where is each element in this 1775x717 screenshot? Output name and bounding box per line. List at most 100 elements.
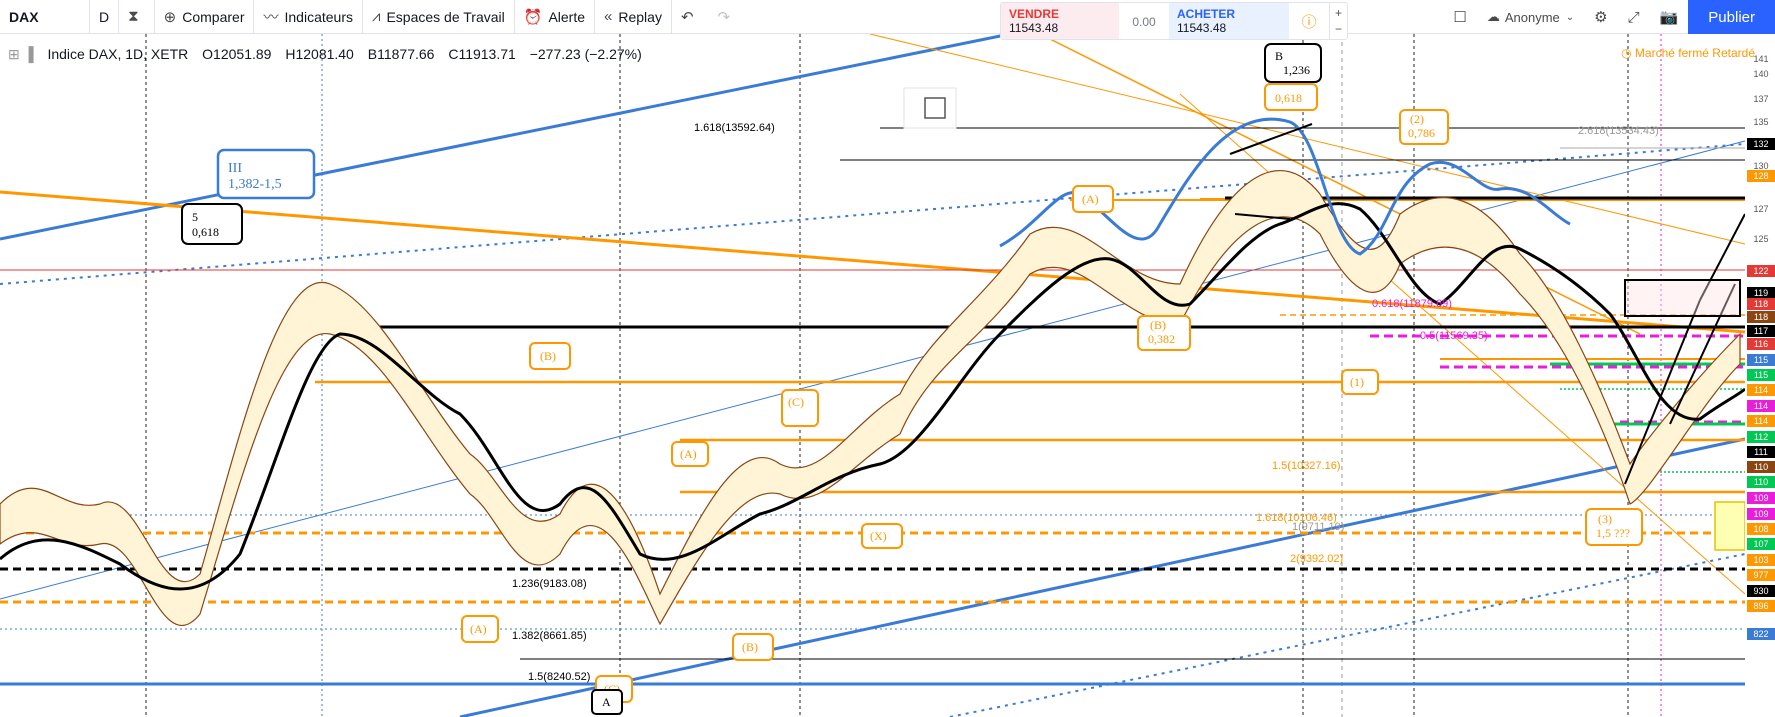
wave-iii-ratio: 1,382-1,5 xyxy=(228,177,282,192)
publish-label: Publier xyxy=(1708,8,1755,26)
price-tag: 896 xyxy=(1747,600,1775,612)
wave-iii-label: III xyxy=(228,161,242,176)
b-top-ratio: 1,236 xyxy=(1283,63,1310,77)
wave-5-box: 5 0,618 xyxy=(181,203,243,245)
wave-2-ratio: 0,786 xyxy=(1408,126,1435,140)
market-status: ◷ Marché fermé Retardé xyxy=(1621,46,1755,60)
square-icon[interactable]: ☐ xyxy=(1453,9,1467,26)
legend-open: O12051.89 xyxy=(202,46,272,62)
minus-icon[interactable]: − xyxy=(1334,22,1342,36)
wave-a-left: (A) xyxy=(470,622,487,636)
fib-15b: 1.5(8240.52) xyxy=(528,671,590,683)
price-tag: 110 xyxy=(1747,476,1775,488)
fib-15: 1.5(10327.16) xyxy=(1272,460,1341,472)
fib-1618: 1.618(10106.46) xyxy=(1256,512,1337,524)
price-tag: 109 xyxy=(1747,508,1775,520)
price-tag: 141 xyxy=(1753,54,1769,64)
redo-button[interactable]: ↷ xyxy=(709,0,746,34)
wave-a-bottom-box: A xyxy=(591,689,623,715)
account-name: Anonyme xyxy=(1504,9,1560,25)
orange-levels xyxy=(0,34,1746,604)
wave-a-top: (A) xyxy=(1082,192,1099,206)
fib-1: 1(9711.19) xyxy=(1292,521,1344,533)
price-tag: 125 xyxy=(1753,234,1769,244)
price-tag: 115 xyxy=(1747,354,1775,366)
replay-button[interactable]: « Replay xyxy=(595,0,672,34)
yellow-zone xyxy=(1714,501,1746,551)
sell-button[interactable]: VENDRE 11543.48 xyxy=(1001,3,1119,39)
wave-b-ratio: 0,382 xyxy=(1148,332,1175,346)
fullscreen-icon[interactable]: ⤢ xyxy=(1627,8,1640,26)
fib-2618: 2.618(13534.43) xyxy=(1578,125,1659,137)
gear-icon[interactable]: ⚙ xyxy=(1594,9,1608,26)
rectangle-tool-icon[interactable] xyxy=(924,97,946,119)
symbol-label: DAX xyxy=(9,8,39,25)
fib-0618: 0.618(11879.69) xyxy=(1372,298,1452,310)
camera-icon[interactable]: 📷 xyxy=(1659,9,1679,26)
price-tag: 118 xyxy=(1747,311,1775,323)
buy-button[interactable]: ACHETER 11543.48 xyxy=(1169,3,1289,39)
indicators-button[interactable]: 〰 Indicateurs xyxy=(254,0,363,34)
alert-button[interactable]: ⏰ Alerte xyxy=(515,0,596,34)
plus-icon[interactable]: + xyxy=(1334,6,1342,20)
indicators-label: Indicateurs xyxy=(284,8,353,25)
undo-button[interactable]: ↶ xyxy=(672,0,709,34)
chevron-down-icon: ⌄ xyxy=(1565,11,1575,23)
price-tag: 114 xyxy=(1747,384,1775,396)
top-toolbar: DAX D ⧗ ⊕ Comparer 〰 Indicateurs ⩘ Espac… xyxy=(0,0,1775,34)
alarm-clock-icon: ⏰ xyxy=(523,8,543,26)
orange-wave-labels: 0,618 (2) 0,786 (A) (B) 0,382 (1) (3) 1,… xyxy=(461,83,1643,703)
market-status-label: Marché fermé xyxy=(1634,46,1709,60)
price-tag: 103 xyxy=(1747,554,1775,566)
workspaces-button[interactable]: ⩘ Espaces de Travail xyxy=(363,0,515,34)
price-axis[interactable]: 141 140 137 135 132 130 128 127 125 122 119 118 118 1… xyxy=(1745,34,1775,717)
legend-title[interactable]: Indice DAX, 1D, XETR xyxy=(47,46,189,62)
price-chart[interactable]: III 1,382-1,5 5 0,618 B 1,236 0,618 (2) … xyxy=(0,34,1775,717)
indicators-icon: 〰 xyxy=(263,9,279,26)
wave-a-mid: (A) xyxy=(680,447,697,461)
wave-labels: III 1,382-1,5 5 0,618 B 1,236 0,618 (2) … xyxy=(181,43,1643,715)
compare-button[interactable]: ⊕ Comparer xyxy=(155,0,255,34)
fib-1618-top: 1.618(13592.64) xyxy=(694,122,775,134)
undo-icon: ↶ xyxy=(680,8,694,26)
spread-value: 0.00 xyxy=(1132,15,1156,29)
black-projection-lines xyxy=(1229,123,1746,485)
price-tag: 132 xyxy=(1747,138,1775,150)
sell-price: 11543.48 xyxy=(1009,21,1059,35)
account-button[interactable]: ☁ Anonyme ⌄ xyxy=(1477,9,1584,25)
price-tag: 122 xyxy=(1747,265,1775,277)
cloud-icon: ☁ xyxy=(1486,9,1500,24)
sell-label: VENDRE xyxy=(1009,7,1060,21)
price-tag: 128 xyxy=(1747,170,1775,182)
wave-b-mid: (B) xyxy=(1150,318,1166,332)
trading-panel: VENDRE 11543.48 0.00 ACHETER 11543.48 ⓘ … xyxy=(1000,2,1348,40)
b-top-label: B xyxy=(1275,49,1283,63)
plus-circle-icon: ⊕ xyxy=(163,8,177,26)
price-tag: 115 xyxy=(1747,369,1775,381)
price-tag: 112 xyxy=(1747,431,1775,443)
legend-icon: ⊞ ▐ xyxy=(8,46,34,62)
price-tag: 977 xyxy=(1747,569,1775,581)
fib-1382: 1.382(8661.85) xyxy=(512,630,587,642)
moving-average-line xyxy=(0,202,1747,591)
price-tag: 117 xyxy=(1747,325,1775,337)
info-icon[interactable]: ⓘ xyxy=(1301,13,1317,31)
price-tag: 107 xyxy=(1747,538,1775,550)
publish-button[interactable]: Publier xyxy=(1688,0,1775,34)
interval-button[interactable]: D xyxy=(90,0,120,34)
b-top-box: B 1,236 xyxy=(1264,43,1322,83)
price-tag: 116 xyxy=(1747,338,1775,350)
symbol-legend: ⊞ ▐ Indice DAX, 1D, XETR O12051.89 H1208… xyxy=(8,46,652,63)
wave-iii-box: III 1,382-1,5 xyxy=(216,148,316,200)
fib-1236: 1.236(9183.08) xyxy=(512,578,587,590)
workspaces-label: Espaces de Travail xyxy=(386,8,505,25)
legend-high: H12081.40 xyxy=(285,46,354,62)
drawing-float-toolbar[interactable] xyxy=(903,87,957,129)
symbol-button[interactable]: DAX xyxy=(0,0,90,34)
legend-low: B11877.66 xyxy=(367,46,435,62)
chart-type-button[interactable]: ⧗ xyxy=(119,0,155,34)
replay-label: Replay xyxy=(618,8,662,25)
price-tag: 118 xyxy=(1747,298,1775,310)
wave-b-low: (B) xyxy=(742,640,758,654)
quantity-stepper[interactable]: + − xyxy=(1329,3,1347,39)
